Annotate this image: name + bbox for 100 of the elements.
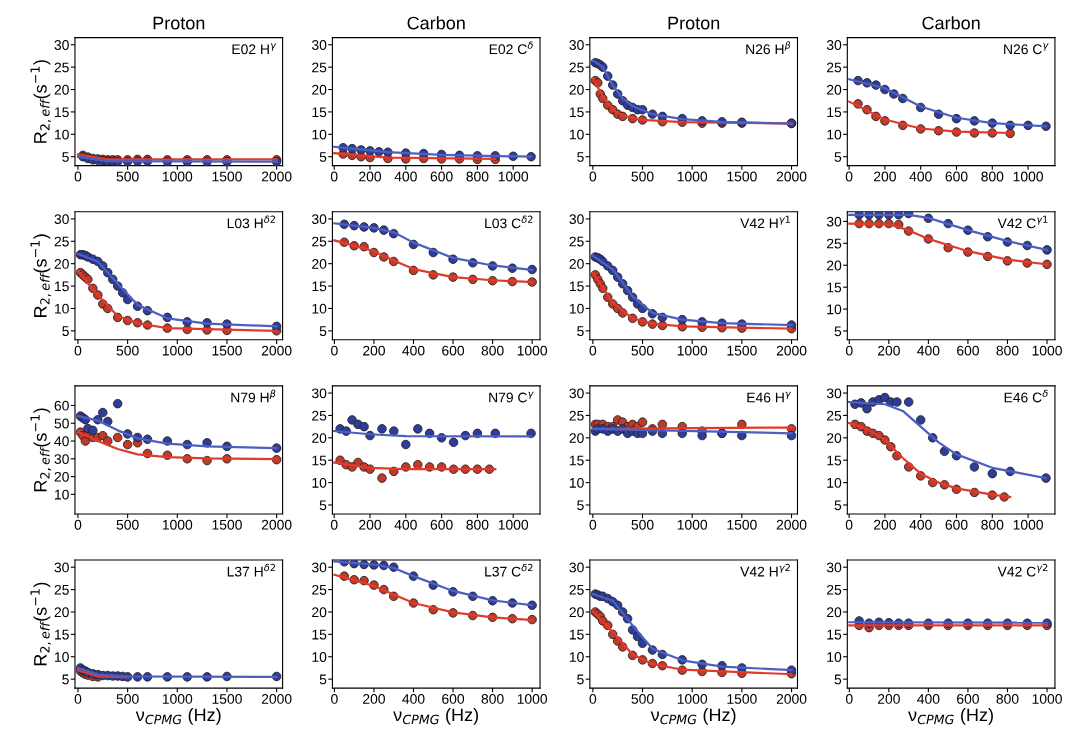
y-tick-label: 20 xyxy=(569,84,584,95)
x-tick-label: 500 xyxy=(116,345,139,356)
x-tick-label: 1000 xyxy=(162,694,193,704)
x-tick-label: 0 xyxy=(589,345,597,356)
x-tick-label: 1000 xyxy=(162,171,193,182)
x-axis-title: ν$_{CPMG}$ (Hz) xyxy=(135,707,221,725)
x-tick-label: 1500 xyxy=(212,519,242,530)
y-tick-label: 30 xyxy=(311,388,327,399)
annotation: E46 C$^{δ}$ xyxy=(1004,389,1048,403)
x-tick-label: 0 xyxy=(74,345,82,356)
annotation: V42 H$^{γ2}$ xyxy=(740,563,790,577)
y-tick-label: 20 xyxy=(312,259,327,269)
y-tick-label: 30 xyxy=(826,562,842,573)
annotation: L03 C$^{δ2}$ xyxy=(485,215,533,229)
x-tick-label: 500 xyxy=(116,519,139,530)
x-tick-label: 0 xyxy=(331,694,338,704)
x-tick-label: 2000 xyxy=(776,519,807,530)
y-tick-label: 20 xyxy=(312,84,327,95)
y-tick-label: 30 xyxy=(826,216,842,227)
y-tick-label: 30 xyxy=(311,562,327,573)
x-tick-label: 800 xyxy=(996,345,1019,356)
x-tick-label: 1500 xyxy=(727,345,757,356)
x-tick-label: 0 xyxy=(589,694,597,704)
y-tick-label: 15 xyxy=(312,455,327,466)
y-tick-label: 5 xyxy=(577,152,584,162)
chart-title: Carbon xyxy=(922,16,980,30)
y-tick-label: 60 xyxy=(54,400,69,411)
x-tick-label: 0 xyxy=(845,345,853,356)
annotation: V42 H$^{γ1}$ xyxy=(740,215,790,229)
y-tick-label: 15 xyxy=(55,107,69,118)
x-tick-label: 600 xyxy=(442,694,465,704)
chart-title: Carbon xyxy=(407,16,465,30)
x-tick-label: 1000 xyxy=(1013,519,1043,530)
y-tick-label: 30 xyxy=(311,40,327,50)
x-tick-label: 200 xyxy=(874,171,896,182)
y-tick-label: 30 xyxy=(826,388,842,399)
x-tick-label: 0 xyxy=(331,345,338,356)
y-tick-label: 40 xyxy=(54,436,69,447)
x-tick-label: 2000 xyxy=(776,694,807,704)
x-tick-label: 1000 xyxy=(1032,345,1062,356)
y-tick-label: 20 xyxy=(54,259,69,269)
y-tick-label: 20 xyxy=(827,260,842,271)
x-tick-label: 1000 xyxy=(517,345,548,356)
x-tick-label: 1000 xyxy=(677,345,708,356)
x-tick-label: 200 xyxy=(877,345,900,356)
y-tick-label: 25 xyxy=(312,584,327,595)
y-tick-label: 5 xyxy=(62,326,69,337)
x-axis-title: ν$_{CPMG}$ (Hz) xyxy=(393,707,478,725)
y-tick-label: 10 xyxy=(55,129,69,140)
x-tick-label: 600 xyxy=(430,171,453,182)
y-tick-label: 20 xyxy=(827,607,842,618)
x-tick-label: 600 xyxy=(430,519,453,530)
y-tick-label: 5 xyxy=(62,152,69,162)
x-tick-label: 600 xyxy=(442,345,465,356)
x-tick-label: 400 xyxy=(402,694,425,704)
x-tick-label: 500 xyxy=(631,694,654,704)
x-tick-label: 200 xyxy=(359,519,382,530)
y-tick-label: 50 xyxy=(54,418,69,429)
x-tick-label: 200 xyxy=(874,519,896,530)
y-tick-label: 10 xyxy=(827,304,842,315)
y-tick-label: 15 xyxy=(827,282,842,293)
x-tick-label: 1000 xyxy=(677,519,708,530)
x-tick-label: 1000 xyxy=(1032,694,1062,704)
x-tick-label: 0 xyxy=(589,519,597,530)
y-tick-label: 5 xyxy=(62,674,69,685)
y-tick-label: 10 xyxy=(312,652,327,662)
x-tick-label: 400 xyxy=(909,519,932,530)
annotation: N79 C$^{γ}$ xyxy=(489,391,534,403)
y-tick-label: 10 xyxy=(569,652,584,662)
x-tick-label: 1000 xyxy=(1013,171,1043,182)
annotation: L37 C$^{δ2}$ xyxy=(485,563,533,577)
x-tick-label: 1500 xyxy=(727,171,757,182)
x-tick-label: 800 xyxy=(981,171,1004,182)
x-tick-label: 600 xyxy=(945,171,968,182)
annotation: N79 H$^{β}$ xyxy=(231,389,276,403)
y-tick-label: 5 xyxy=(319,152,327,162)
y-tick-label: 20 xyxy=(54,607,69,618)
x-tick-label: 1000 xyxy=(498,519,529,530)
y-tick-label: 30 xyxy=(569,214,584,225)
x-tick-label: 2000 xyxy=(776,171,807,182)
y-tick-label: 10 xyxy=(55,652,69,662)
y-tick-label: 15 xyxy=(312,629,327,640)
y-tick-label: 10 xyxy=(312,303,327,314)
y-tick-label: 30 xyxy=(54,40,69,50)
y-tick-label: 25 xyxy=(569,62,584,73)
y-tick-label: 25 xyxy=(827,62,842,73)
x-tick-label: 1000 xyxy=(677,694,708,704)
x-tick-label: 400 xyxy=(917,345,940,356)
y-tick-label: 30 xyxy=(569,562,584,573)
y-tick-label: 15 xyxy=(312,281,327,292)
x-tick-label: 400 xyxy=(394,171,417,182)
x-tick-label: 600 xyxy=(957,694,979,704)
y-tick-label: 25 xyxy=(312,62,327,73)
x-tick-label: 500 xyxy=(631,519,654,530)
y-tick-label: 20 xyxy=(569,259,584,269)
y-tick-label: 25 xyxy=(569,236,584,247)
y-tick-label: 30 xyxy=(54,562,69,573)
annotation: L37 H$^{δ2}$ xyxy=(227,563,275,577)
x-tick-label: 0 xyxy=(74,171,82,182)
x-tick-label: 1000 xyxy=(162,345,193,356)
